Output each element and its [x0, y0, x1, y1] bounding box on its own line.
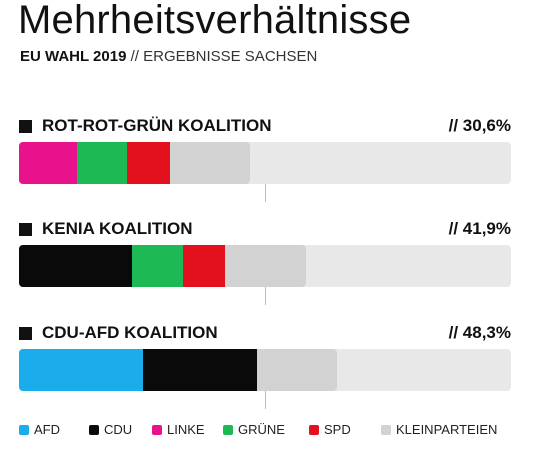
bar-area	[19, 245, 511, 305]
coalition-header: KENIA KOALITION // 41,9%	[19, 219, 511, 243]
bar-area	[19, 142, 511, 202]
legend-swatch-icon	[89, 425, 99, 435]
coalition-block: ROT-ROT-GRÜN KOALITION // 30,6%	[19, 116, 511, 202]
legend: AFD CDU LINKE GRÜNE SPD KLEINPARTEIEN	[19, 422, 519, 438]
bar-segment-cdu	[19, 245, 133, 287]
bar-segment-grne	[76, 142, 128, 184]
bar-segment-spd	[182, 245, 226, 287]
coalition-name: ROT-ROT-GRÜN KOALITION	[42, 116, 272, 135]
legend-swatch-icon	[152, 425, 162, 435]
legend-swatch-icon	[19, 425, 29, 435]
coalition-header: ROT-ROT-GRÜN KOALITION // 30,6%	[19, 116, 511, 140]
bar-segment-afd	[19, 349, 144, 391]
coalition-name: KENIA KOALITION	[42, 219, 193, 238]
legend-label: SPD	[324, 422, 351, 437]
majority-line	[265, 184, 266, 202]
bar-track	[19, 142, 511, 184]
bar-segment-linke	[19, 142, 77, 184]
subtitle-election: EU WAHL 2019	[20, 48, 127, 65]
majority-line	[265, 287, 266, 305]
bar-segment-kleinparteien	[225, 245, 306, 287]
bar-segment-kleinparteien	[169, 142, 251, 184]
bar-segment-kleinparteien	[256, 349, 338, 391]
legend-label: CDU	[104, 422, 133, 437]
coalition-total-label: // 30,6%	[448, 116, 511, 135]
bar-segment-grne	[132, 245, 183, 287]
bar-area	[19, 349, 511, 409]
legend-label: LINKE	[167, 422, 205, 437]
page-subtitle: EU WAHL 2019 // ERGEBNISSE SACHSEN	[20, 48, 317, 65]
bar-segment-cdu	[143, 349, 257, 391]
coalition-block: CDU-AFD KOALITION // 48,3%	[19, 323, 511, 409]
legend-label: AFD	[34, 422, 60, 437]
bar-segment-spd	[127, 142, 170, 184]
bar-track	[19, 245, 511, 287]
legend-label: KLEINPARTEIEN	[396, 422, 498, 437]
coalition-total-label: // 48,3%	[448, 323, 511, 342]
subtitle-region: // ERGEBNISSE SACHSEN	[126, 48, 318, 65]
bar-track	[19, 349, 511, 391]
majority-line	[265, 391, 266, 409]
square-bullet-icon	[19, 223, 32, 236]
square-bullet-icon	[19, 120, 32, 133]
page-title: Mehrheitsverhältnisse	[18, 0, 412, 42]
square-bullet-icon	[19, 327, 32, 340]
legend-swatch-icon	[223, 425, 233, 435]
coalition-total-label: // 41,9%	[448, 219, 511, 238]
legend-swatch-icon	[381, 425, 391, 435]
coalition-header: CDU-AFD KOALITION // 48,3%	[19, 323, 511, 347]
coalition-name: CDU-AFD KOALITION	[42, 323, 218, 342]
coalition-block: KENIA KOALITION // 41,9%	[19, 219, 511, 305]
legend-swatch-icon	[309, 425, 319, 435]
legend-label: GRÜNE	[238, 422, 285, 437]
